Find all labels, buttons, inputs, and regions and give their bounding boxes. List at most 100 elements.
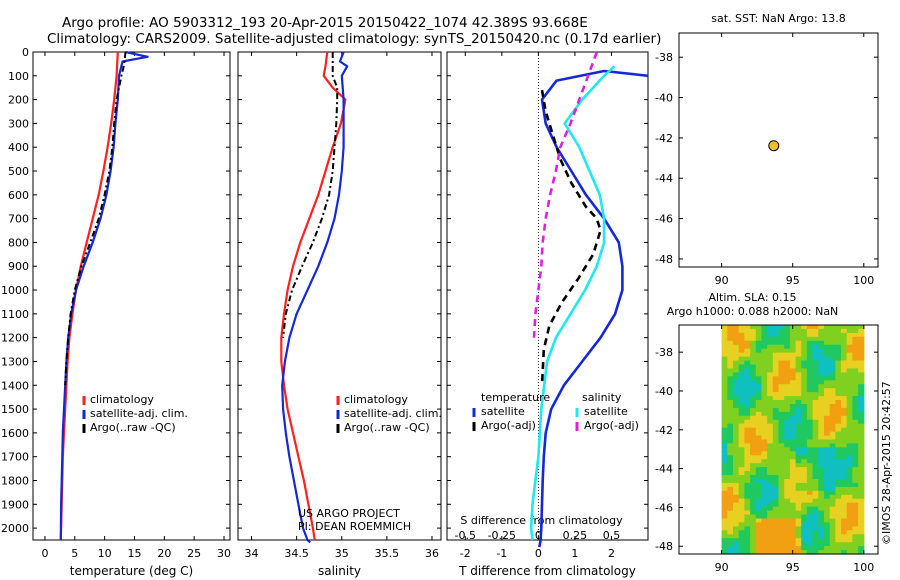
heatmap-cell <box>750 388 757 393</box>
heatmap-cell <box>761 348 768 354</box>
heatmap-cell <box>721 435 728 441</box>
heatmap-cell <box>755 486 763 492</box>
heatmap-cell <box>727 368 734 373</box>
heatmap-cell <box>835 427 842 433</box>
heatmap-cell <box>744 328 751 334</box>
heatmap-cell <box>818 400 825 405</box>
heatmap-cell <box>750 411 757 417</box>
heatmap-cell <box>812 415 819 421</box>
heatmap-cell <box>761 506 768 512</box>
heatmap-cell <box>806 384 814 389</box>
heatmap-cell <box>772 384 780 389</box>
heatmap-cell <box>835 455 842 460</box>
heatmap-cell <box>858 475 865 480</box>
legend-label: Argo(-adj) <box>481 419 536 432</box>
map-x-tick-label: 95 <box>786 274 800 287</box>
heatmap-cell <box>772 404 780 409</box>
depth-tick-label: 100 <box>8 70 29 83</box>
heatmap-cell <box>750 407 757 413</box>
heatmap-cell <box>778 510 785 516</box>
heatmap-cell <box>852 443 859 448</box>
heatmap-cell <box>755 352 763 358</box>
heatmap-cell <box>750 518 757 523</box>
heatmap-cell <box>812 522 819 527</box>
heatmap-cell <box>744 360 751 365</box>
heatmap-cell <box>750 455 757 460</box>
heatmap-cell <box>721 384 728 389</box>
heatmap-cell <box>795 372 802 377</box>
heatmap-cell <box>812 447 819 452</box>
heatmap-cell <box>784 411 791 417</box>
heatmap-cell <box>784 384 791 389</box>
heatmap-cell <box>755 348 763 354</box>
heatmap-cell <box>801 427 808 433</box>
x-tick-label: 34.5 <box>284 547 309 560</box>
heatmap-cell <box>824 494 831 500</box>
heatmap-cell <box>784 415 791 421</box>
heatmap-cell <box>801 325 808 330</box>
heatmap-cell <box>727 384 734 389</box>
heatmap-cell <box>727 336 734 342</box>
heatmap-cell <box>727 502 734 508</box>
heatmap-cell <box>784 427 791 433</box>
depth-tick-label: 800 <box>8 236 29 249</box>
heatmap-cell <box>846 546 853 551</box>
heatmap-cell <box>733 510 740 516</box>
heatmap-cell <box>721 494 728 500</box>
sla-heatmap <box>721 325 865 555</box>
heatmap-cell <box>789 388 797 393</box>
heatmap-cell <box>801 550 808 555</box>
heatmap-cell <box>852 502 859 508</box>
heatmap-cell <box>841 447 848 452</box>
heatmap-cell <box>778 498 785 504</box>
heatmap-cell <box>801 522 808 527</box>
heatmap-cell <box>761 522 768 527</box>
heatmap-cell <box>750 332 757 338</box>
heatmap-cell <box>841 356 848 362</box>
heatmap-cell <box>824 340 831 346</box>
heatmap-cell <box>761 510 768 516</box>
map-y-tick-label: -46 <box>655 213 673 226</box>
heatmap-cell <box>755 431 763 437</box>
heatmap-cell <box>835 411 842 417</box>
heatmap-cell <box>852 364 859 369</box>
heatmap-cell <box>806 538 814 543</box>
heatmap-cell <box>738 506 745 512</box>
heatmap-cell <box>789 502 797 508</box>
heatmap-cell <box>801 475 808 480</box>
depth-tick-label: 300 <box>8 117 29 130</box>
heatmap-cell <box>829 447 836 452</box>
heatmap-cell <box>778 431 785 437</box>
heatmap-cell <box>738 344 745 350</box>
heatmap-cell <box>818 479 825 484</box>
heatmap-cell <box>744 419 751 425</box>
heatmap-cell <box>795 526 802 531</box>
heatmap-cell <box>852 514 859 519</box>
heatmap-cell <box>818 502 825 508</box>
heatmap-cell <box>841 490 848 496</box>
heatmap-cell <box>852 467 859 472</box>
heatmap-cell <box>824 400 831 405</box>
heatmap-cell <box>761 419 768 425</box>
heatmap-cell <box>761 384 768 389</box>
heatmap-cell <box>738 546 745 551</box>
heatmap-cell <box>761 502 768 508</box>
top-tick-label: 0.25 <box>563 529 588 542</box>
heatmap-cell <box>721 498 728 504</box>
heatmap-cell <box>841 336 848 342</box>
heatmap-cell <box>750 364 757 369</box>
heatmap-cell <box>733 400 740 405</box>
heatmap-cell <box>750 400 757 405</box>
heatmap-cell <box>767 542 774 547</box>
heatmap-cell <box>784 376 791 381</box>
heatmap-cell <box>750 344 757 350</box>
heatmap-cell <box>789 356 797 362</box>
heatmap-cell <box>846 542 853 547</box>
heatmap-cell <box>806 534 814 539</box>
heatmap-cell <box>824 443 831 448</box>
heatmap-cell <box>772 372 780 377</box>
heatmap-cell <box>755 388 763 393</box>
heatmap-cell <box>858 530 865 535</box>
depth-tick-label: 200 <box>8 94 29 107</box>
heatmap-cell <box>835 439 842 444</box>
